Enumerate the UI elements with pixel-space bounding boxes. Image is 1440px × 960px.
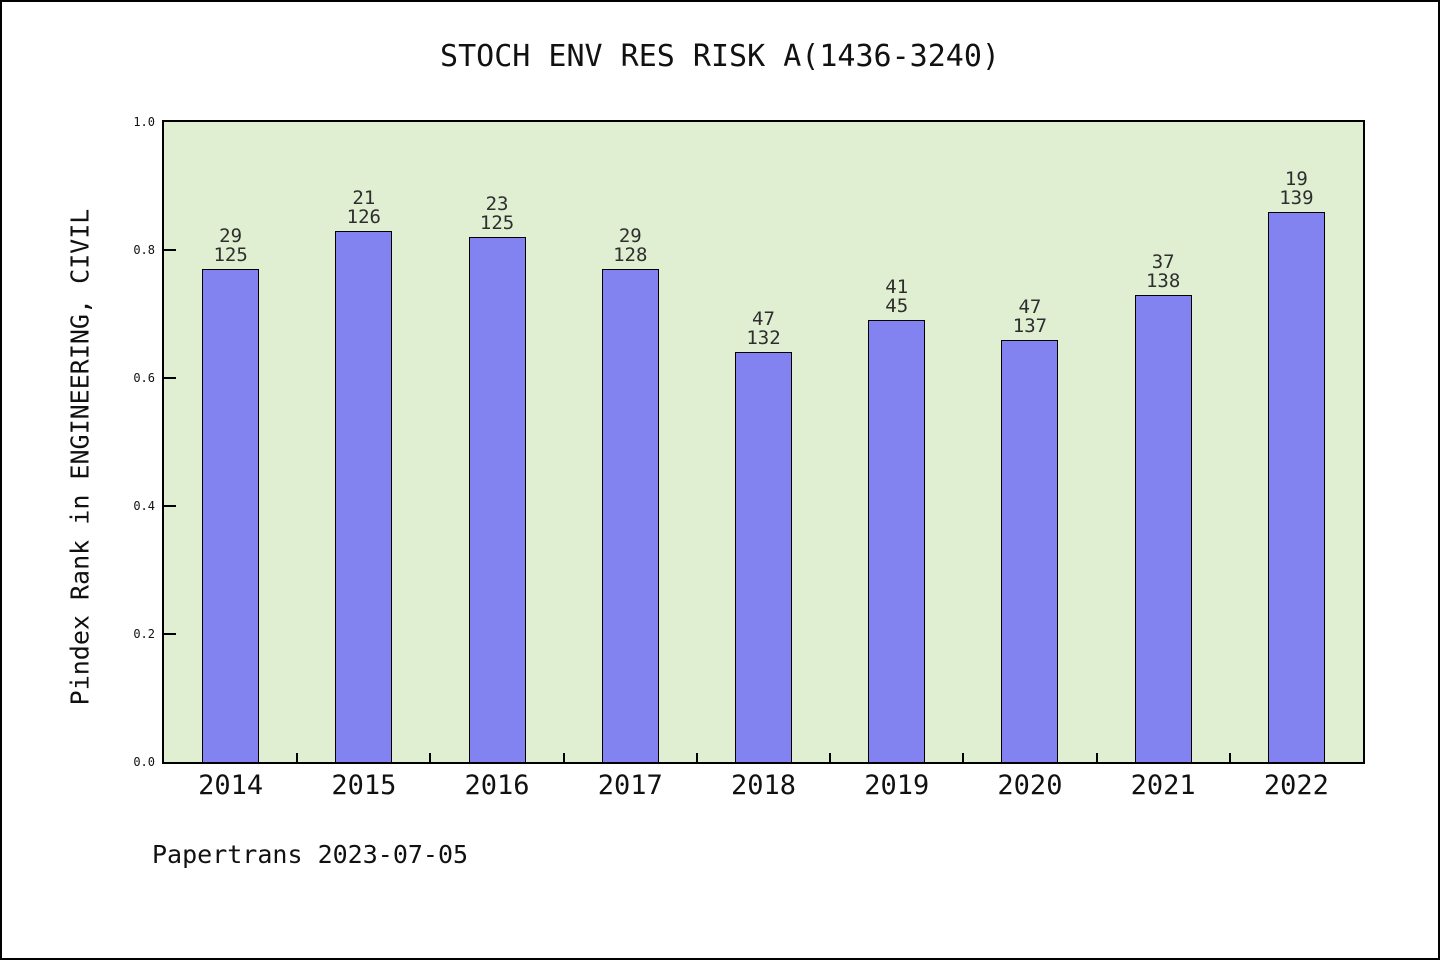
x-tick-label-2015: 2015 [331,770,397,801]
x-tick-label-2016: 2016 [464,770,530,801]
x-minor-tick [829,753,832,762]
bar-value-label: 29 125 [213,225,248,267]
y-tick-line [164,377,176,379]
bar-2015 [335,230,393,762]
y-tick-line [164,505,176,507]
x-tick-label-2022: 2022 [1263,770,1329,801]
bar-2022 [1267,211,1325,762]
y-tick-label: 0.2 [133,627,155,641]
y-axis-label: Pindex Rank in ENGINEERING, CIVIL [65,208,95,706]
bar-2019 [868,320,926,762]
bar-2014 [202,269,260,762]
y-tick-label: 0.6 [133,371,155,385]
x-minor-tick [962,753,965,762]
x-tick-label-2019: 2019 [864,770,930,801]
x-minor-tick [1095,753,1098,762]
x-minor-tick [296,753,299,762]
footer-note: Papertrans 2023-07-05 [152,840,469,869]
x-minor-tick [1228,753,1231,762]
bar-2018 [735,352,792,762]
x-tick-label-2021: 2021 [1130,770,1196,801]
bar-value-label: 37 138 [1145,250,1181,292]
bar-2016 [468,237,526,762]
bar-2017 [601,269,659,762]
y-tick-label: 0.4 [133,499,155,513]
bar-value-label: 41 45 [885,276,909,318]
bar-value-label: 47 137 [1012,295,1048,337]
bar-2021 [1134,294,1192,762]
x-tick-label-2020: 2020 [997,770,1063,801]
bar-value-label: 21 126 [346,186,381,228]
x-tick-label-2017: 2017 [597,770,663,801]
y-tick-label: 0.8 [133,243,155,257]
x-minor-tick [695,753,698,762]
bar-value-label: 23 125 [479,193,515,235]
plot-area: 29 125 2014 21 126 2015 23 125 2016 29 128 2017… [133,115,1365,801]
y-tick-line [164,633,176,635]
y-tick-line [164,249,176,251]
x-minor-tick [562,753,565,762]
bar-value-label: 19 139 [1279,167,1314,209]
x-tick-label-2018: 2018 [730,770,797,801]
y-tick-label: 0.0 [133,755,155,769]
bar-2020 [1001,339,1059,762]
x-tick-label-2014: 2014 [198,770,264,801]
chart-title: STOCH ENV RES RISK A(1436-3240) [440,39,1000,74]
bar-value-label: 29 128 [613,225,648,267]
x-minor-tick [429,753,432,762]
bar-value-label: 47 132 [746,308,781,350]
y-tick-label: 1.0 [133,115,155,129]
